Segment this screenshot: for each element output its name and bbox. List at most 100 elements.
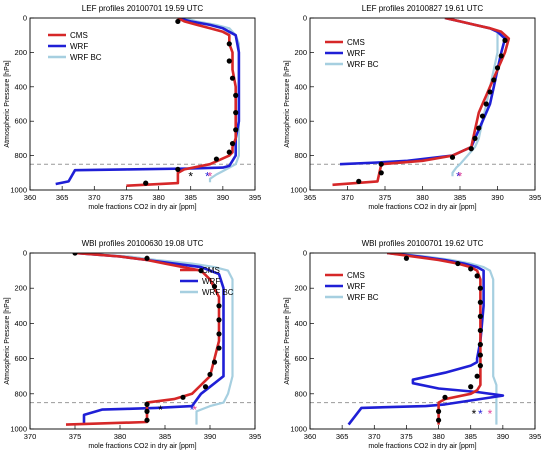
observation-point xyxy=(175,166,181,172)
x-tick-label: 390 xyxy=(491,193,504,202)
observation-point xyxy=(477,299,483,305)
plot-area xyxy=(55,18,241,187)
y-tick-label: 0 xyxy=(23,249,27,258)
y-tick-label: 0 xyxy=(303,249,307,258)
y-axis-label: Atmospheric Pressure [hPa] xyxy=(4,60,11,147)
observation-point xyxy=(216,331,222,337)
y-tick-label: 0 xyxy=(303,14,307,23)
marker-star: * xyxy=(190,403,195,417)
observation-point xyxy=(468,146,474,152)
observation-point xyxy=(477,313,483,319)
x-tick-label: 365 xyxy=(56,193,69,202)
chart-panel-2: LEF profiles 20100827 19.61 UTC 365 370 375… xyxy=(284,4,541,211)
marker-star: * xyxy=(472,407,477,421)
observation-point xyxy=(487,89,493,95)
y-tick-label: 1000 xyxy=(290,425,307,434)
marker-star: * xyxy=(192,403,197,417)
x-tick-label: 375 xyxy=(400,432,413,441)
plot-area xyxy=(332,18,511,187)
x-tick-label: 380 xyxy=(152,193,165,202)
x-axis-label: mole fractions CO2 in dry air [ppm] xyxy=(368,204,476,211)
axes-frame xyxy=(309,17,536,191)
x-tick-label: 395 xyxy=(249,432,262,441)
observation-point xyxy=(502,37,508,43)
series-line-cms xyxy=(65,253,221,426)
y-axis-label: Atmospheric Pressure [hPa] xyxy=(284,297,291,384)
axes-frame xyxy=(309,252,536,430)
observation-point xyxy=(226,58,232,64)
x-tick-label: 385 xyxy=(159,432,172,441)
y-tick-label: 800 xyxy=(294,151,307,160)
observation-point xyxy=(216,303,222,309)
chart-panel-4: WBI profiles 20100701 19.62 UTC 360 365 370… xyxy=(284,239,541,450)
observation-point xyxy=(468,384,474,390)
chart-title: WBI profiles 20100630 19.08 UTC xyxy=(82,239,204,248)
x-tick-label: 375 xyxy=(69,432,82,441)
x-tick-label: 385 xyxy=(454,193,467,202)
observation-point xyxy=(233,92,239,98)
observation-point xyxy=(472,135,478,141)
series-line-wrf xyxy=(347,253,505,426)
plot-area xyxy=(65,253,234,426)
series-line-cms xyxy=(332,18,511,187)
observation-point xyxy=(442,394,448,400)
y-tick-label: 400 xyxy=(294,319,307,328)
legend-label: CMS xyxy=(347,38,365,47)
series-line-wrf xyxy=(74,253,225,425)
y-tick-label: 600 xyxy=(294,117,307,126)
marker-star: * xyxy=(456,169,461,183)
y-axis-label: Atmospheric Pressure [hPa] xyxy=(284,60,291,147)
observation-point xyxy=(175,18,181,25)
axes-frame xyxy=(29,252,256,430)
x-tick-label: 390 xyxy=(217,193,230,202)
y-tick-label: 600 xyxy=(14,117,27,126)
chart-panel-1: LEF profiles 20100701 19.59 UTC 360 365 370… xyxy=(4,4,261,211)
legend-label: CMS xyxy=(347,271,365,280)
x-tick-label: 395 xyxy=(529,432,542,441)
observation-point xyxy=(479,113,486,119)
x-tick-label: 380 xyxy=(416,193,429,202)
observation-point xyxy=(233,110,239,116)
x-tick-label: 375 xyxy=(120,193,133,202)
marker-star: * xyxy=(478,407,483,421)
x-tick-label: 370 xyxy=(88,193,101,202)
axes-frame xyxy=(29,17,256,191)
x-tick-label: 365 xyxy=(304,193,317,202)
chart-title: LEF profiles 20100827 19.61 UTC xyxy=(362,4,484,13)
observation-point xyxy=(72,253,78,256)
observation-point xyxy=(498,53,504,59)
x-axis-label: mole fractions CO2 in dry air [ppm] xyxy=(88,204,196,211)
observation-point xyxy=(474,373,480,379)
x-tick-label: 380 xyxy=(114,432,127,441)
y-tick-label: 200 xyxy=(14,284,27,293)
legend-label: WRF xyxy=(347,49,365,58)
observation-point xyxy=(477,363,483,369)
y-tick-label: 200 xyxy=(294,284,307,293)
observation-point xyxy=(143,180,149,186)
observation-point xyxy=(476,125,482,131)
legend-label: WRF BC xyxy=(347,293,379,302)
legend-label: CMS xyxy=(70,31,88,40)
observation-point xyxy=(474,273,480,279)
observation-point xyxy=(378,170,384,176)
observation-point xyxy=(226,41,232,47)
observation-point xyxy=(211,359,218,365)
observation-point xyxy=(435,408,442,414)
series-line-cms xyxy=(126,18,237,187)
observation-point xyxy=(216,345,222,351)
y-tick-label: 600 xyxy=(14,354,27,363)
legend-label: WRF BC xyxy=(202,288,234,297)
observation-point xyxy=(455,260,461,267)
observation-point xyxy=(144,255,150,261)
y-tick-label: 200 xyxy=(294,48,307,57)
x-tick-label: 370 xyxy=(368,432,381,441)
observation-point xyxy=(378,161,384,167)
y-tick-label: 600 xyxy=(294,354,307,363)
marker-star: * xyxy=(205,169,210,183)
observation-point xyxy=(229,140,236,147)
chart-title: LEF profiles 20100701 19.59 UTC xyxy=(82,4,204,13)
plot-area xyxy=(347,253,505,426)
observation-point xyxy=(229,75,236,81)
x-tick-label: 360 xyxy=(24,193,37,202)
